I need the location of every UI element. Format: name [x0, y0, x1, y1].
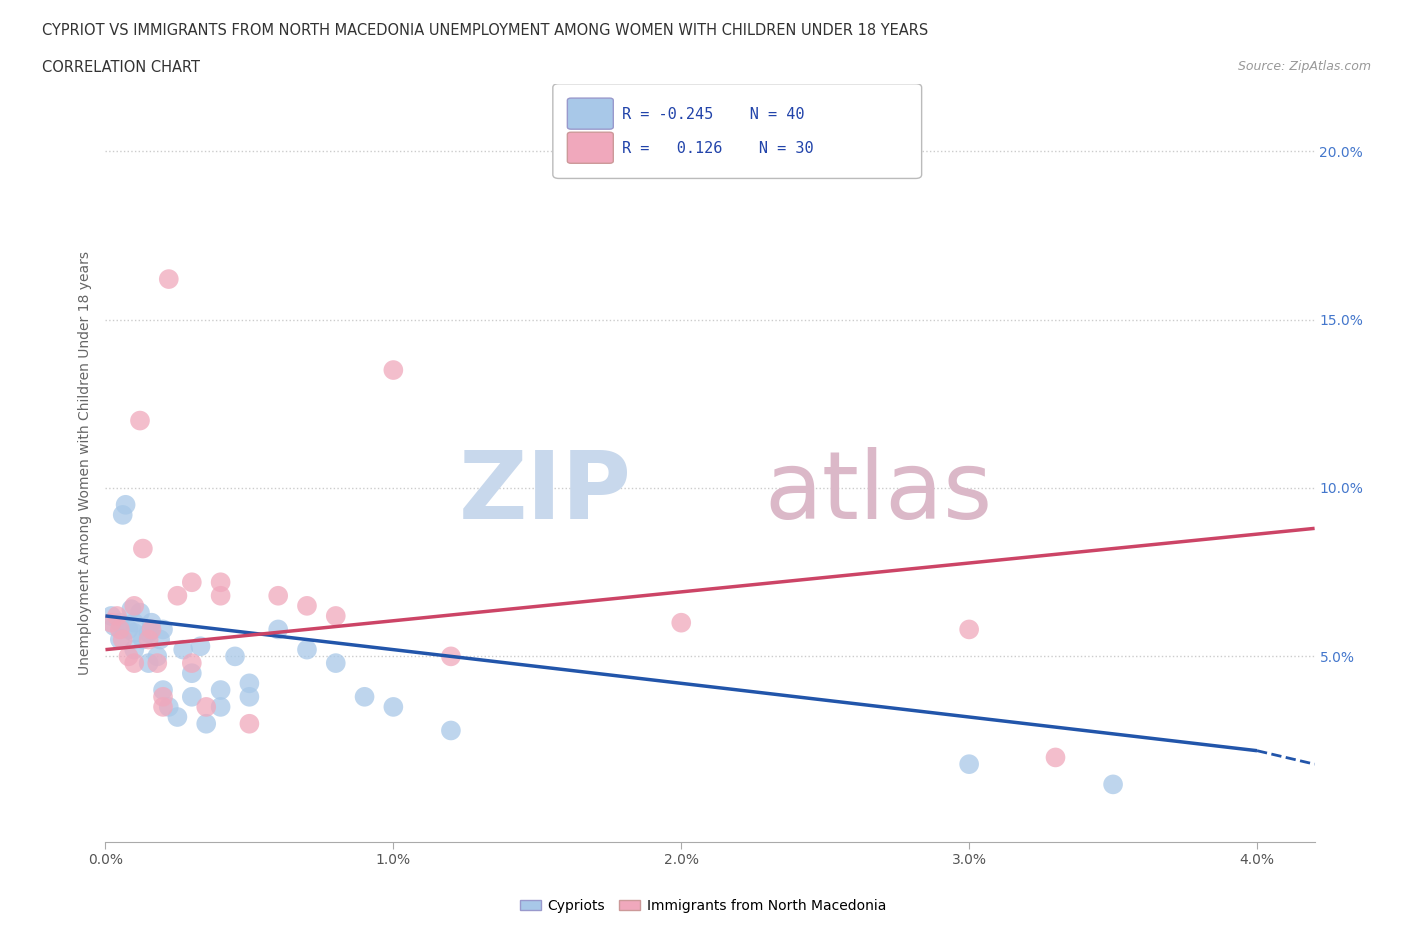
Text: R = -0.245    N = 40: R = -0.245 N = 40	[621, 107, 804, 122]
Point	[195, 699, 218, 714]
FancyBboxPatch shape	[568, 98, 613, 129]
Text: Source: ZipAtlas.com: Source: ZipAtlas.com	[1237, 60, 1371, 73]
Point	[238, 676, 260, 691]
Point	[146, 649, 169, 664]
Point	[190, 639, 212, 654]
Point	[957, 622, 980, 637]
Point	[122, 625, 145, 640]
Point	[267, 589, 290, 604]
Point	[105, 608, 128, 623]
Point	[180, 656, 202, 671]
Point	[382, 699, 405, 714]
Point	[152, 689, 174, 704]
Point	[117, 649, 139, 664]
Point	[122, 616, 145, 631]
Point	[120, 602, 142, 617]
Point	[138, 632, 160, 647]
Y-axis label: Unemployment Among Women with Children Under 18 years: Unemployment Among Women with Children U…	[79, 251, 93, 674]
Point	[141, 616, 163, 631]
Point	[122, 656, 145, 671]
Point	[1045, 750, 1067, 764]
Point	[129, 413, 152, 428]
Point	[224, 649, 246, 664]
Point	[353, 689, 375, 704]
Point	[132, 541, 155, 556]
Point	[238, 689, 260, 704]
Point	[103, 618, 125, 633]
Point	[100, 616, 122, 631]
Point	[100, 608, 122, 623]
Point	[108, 632, 131, 647]
Point	[671, 616, 693, 631]
Point	[117, 622, 139, 637]
Point	[238, 716, 260, 731]
Point	[209, 699, 232, 714]
Point	[157, 272, 180, 286]
Point	[295, 643, 318, 658]
Point	[180, 689, 202, 704]
Point	[152, 699, 174, 714]
Text: atlas: atlas	[765, 447, 993, 539]
Point	[149, 632, 172, 647]
Point	[141, 622, 163, 637]
Point	[440, 649, 463, 664]
FancyBboxPatch shape	[553, 84, 922, 179]
Point	[267, 622, 290, 637]
Point	[108, 622, 131, 637]
Point	[146, 656, 169, 671]
Point	[114, 498, 136, 512]
Point	[111, 632, 134, 647]
Point	[957, 757, 980, 772]
Point	[111, 508, 134, 523]
Point	[122, 598, 145, 613]
Point	[209, 575, 232, 590]
Point	[180, 666, 202, 681]
Point	[138, 656, 160, 671]
Legend: Cypriots, Immigrants from North Macedonia: Cypriots, Immigrants from North Macedoni…	[515, 894, 891, 919]
Point	[108, 616, 131, 631]
Point	[180, 575, 202, 590]
Point	[382, 363, 405, 378]
Point	[166, 710, 188, 724]
Text: ZIP: ZIP	[458, 447, 631, 539]
Point	[157, 699, 180, 714]
Point	[152, 622, 174, 637]
Point	[325, 608, 347, 623]
Text: R =   0.126    N = 30: R = 0.126 N = 30	[621, 140, 814, 155]
Point	[295, 598, 318, 613]
Text: CYPRIOT VS IMMIGRANTS FROM NORTH MACEDONIA UNEMPLOYMENT AMONG WOMEN WITH CHILDRE: CYPRIOT VS IMMIGRANTS FROM NORTH MACEDON…	[42, 23, 928, 38]
Point	[195, 716, 218, 731]
Point	[132, 632, 155, 647]
Point	[172, 643, 194, 658]
Point	[138, 625, 160, 640]
Point	[1102, 777, 1125, 791]
FancyBboxPatch shape	[568, 132, 613, 164]
Point	[152, 683, 174, 698]
Point	[122, 643, 145, 658]
Point	[209, 589, 232, 604]
Point	[209, 683, 232, 698]
Point	[325, 656, 347, 671]
Point	[440, 723, 463, 737]
Text: CORRELATION CHART: CORRELATION CHART	[42, 60, 200, 75]
Point	[129, 605, 152, 620]
Point	[166, 589, 188, 604]
